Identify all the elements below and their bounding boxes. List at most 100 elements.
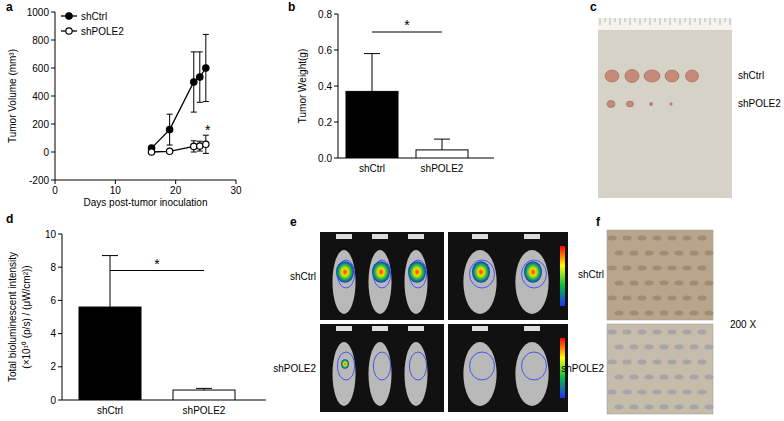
cell-texture <box>705 405 714 410</box>
magnification-label: 200 X <box>730 319 756 330</box>
mouse-tag <box>408 326 424 331</box>
ruler-tick <box>730 18 731 25</box>
cell-texture <box>630 251 639 256</box>
cell-texture <box>705 375 714 380</box>
category-label: shPOLE2 <box>421 163 464 174</box>
error-bar <box>196 388 212 390</box>
cell-texture <box>705 311 714 316</box>
cell-texture <box>683 296 692 301</box>
y-axis <box>62 234 63 400</box>
cell-texture <box>690 251 699 256</box>
bar <box>173 390 235 400</box>
cell-texture <box>653 390 662 395</box>
y-tick <box>51 68 55 69</box>
ruler <box>598 18 732 30</box>
point <box>197 143 203 149</box>
cell-texture <box>698 330 707 335</box>
y-tick <box>51 180 55 181</box>
roi <box>470 352 495 380</box>
cell-texture <box>645 375 654 380</box>
cell-texture <box>623 390 632 395</box>
category-label: shCtrl <box>359 163 385 174</box>
cell-texture <box>683 266 692 271</box>
cell-texture <box>675 311 684 316</box>
panel-label: d <box>6 212 13 226</box>
error-bar <box>167 114 173 145</box>
micrograph <box>607 324 713 414</box>
y-tick <box>51 152 55 153</box>
x-axis <box>55 180 236 181</box>
y-tick <box>51 12 55 13</box>
ruler-tick <box>610 18 611 25</box>
image-frame <box>320 232 444 320</box>
cell-texture <box>668 296 677 301</box>
cell-texture <box>683 390 692 395</box>
y-tick <box>58 400 62 401</box>
ruler-tick <box>600 18 601 25</box>
ruler-tick <box>715 18 716 22</box>
category-label: shPOLE2 <box>183 405 226 416</box>
y-tick <box>51 124 55 125</box>
y-tick <box>334 122 338 123</box>
error-bar <box>191 52 197 112</box>
cell-texture <box>690 345 699 350</box>
cell-texture <box>608 360 617 365</box>
cell-texture <box>615 251 624 256</box>
cell-texture <box>608 330 617 335</box>
bioluminescence-images: shCtrlshPOLE2 <box>273 232 568 412</box>
cell-texture <box>615 405 624 410</box>
y-tick <box>334 14 338 15</box>
cell-texture <box>660 375 669 380</box>
y-tick-label: 6 <box>50 295 56 306</box>
y-axis-label: Tumor Weight(g) <box>297 49 308 123</box>
mouse-tag <box>336 234 352 239</box>
mouse <box>368 342 391 406</box>
ruler-tick <box>655 18 656 22</box>
cell-texture <box>660 311 669 316</box>
cell-texture <box>675 375 684 380</box>
cell-texture <box>653 330 662 335</box>
y-tick <box>58 267 62 268</box>
annotation: * <box>404 17 410 33</box>
cell-texture <box>638 390 647 395</box>
point <box>191 79 197 85</box>
y-tick <box>334 86 338 87</box>
y-tick-label: 0 <box>50 395 56 406</box>
panel-label: a <box>6 0 13 14</box>
y-tick-label: 0.2 <box>318 117 332 128</box>
y-tick-label: 200 <box>32 119 49 130</box>
annotation: * <box>154 256 160 272</box>
x-tick-label: 20 <box>170 185 182 196</box>
mouse <box>368 250 391 314</box>
ruler-tick <box>670 18 671 25</box>
roi <box>337 352 354 380</box>
x-tick <box>175 180 176 184</box>
y-tick-label: 1000 <box>27 7 50 18</box>
cell-texture <box>660 251 669 256</box>
category-label: shCtrl <box>97 405 123 416</box>
row-label: shPOLE2 <box>561 363 604 374</box>
image-frame <box>320 324 444 412</box>
photo-background <box>598 18 732 198</box>
cell-texture <box>705 251 714 256</box>
error-bar <box>364 54 380 92</box>
x-axis-label: Days post-tumor inoculation <box>84 197 208 208</box>
point <box>191 143 197 149</box>
mouse-tag <box>524 326 540 331</box>
y-tick <box>58 366 62 367</box>
cell-texture <box>623 360 632 365</box>
image-frame <box>448 232 568 320</box>
row-label: shCtrl <box>290 271 316 282</box>
x-tick-label: 10 <box>110 185 122 196</box>
x-tick <box>236 180 237 184</box>
point <box>203 141 209 147</box>
cell-texture <box>705 345 714 350</box>
error-bar <box>197 141 203 151</box>
y-tick-label: 400 <box>32 91 49 102</box>
ruler-tick <box>680 18 681 25</box>
cell-texture <box>660 345 669 350</box>
y-tick <box>58 333 62 334</box>
y-tick-label: 10 <box>45 229 57 240</box>
y-axis-label: Total bioluminescent intensity <box>7 252 18 382</box>
y-tick-label: 0.0 <box>318 153 332 164</box>
